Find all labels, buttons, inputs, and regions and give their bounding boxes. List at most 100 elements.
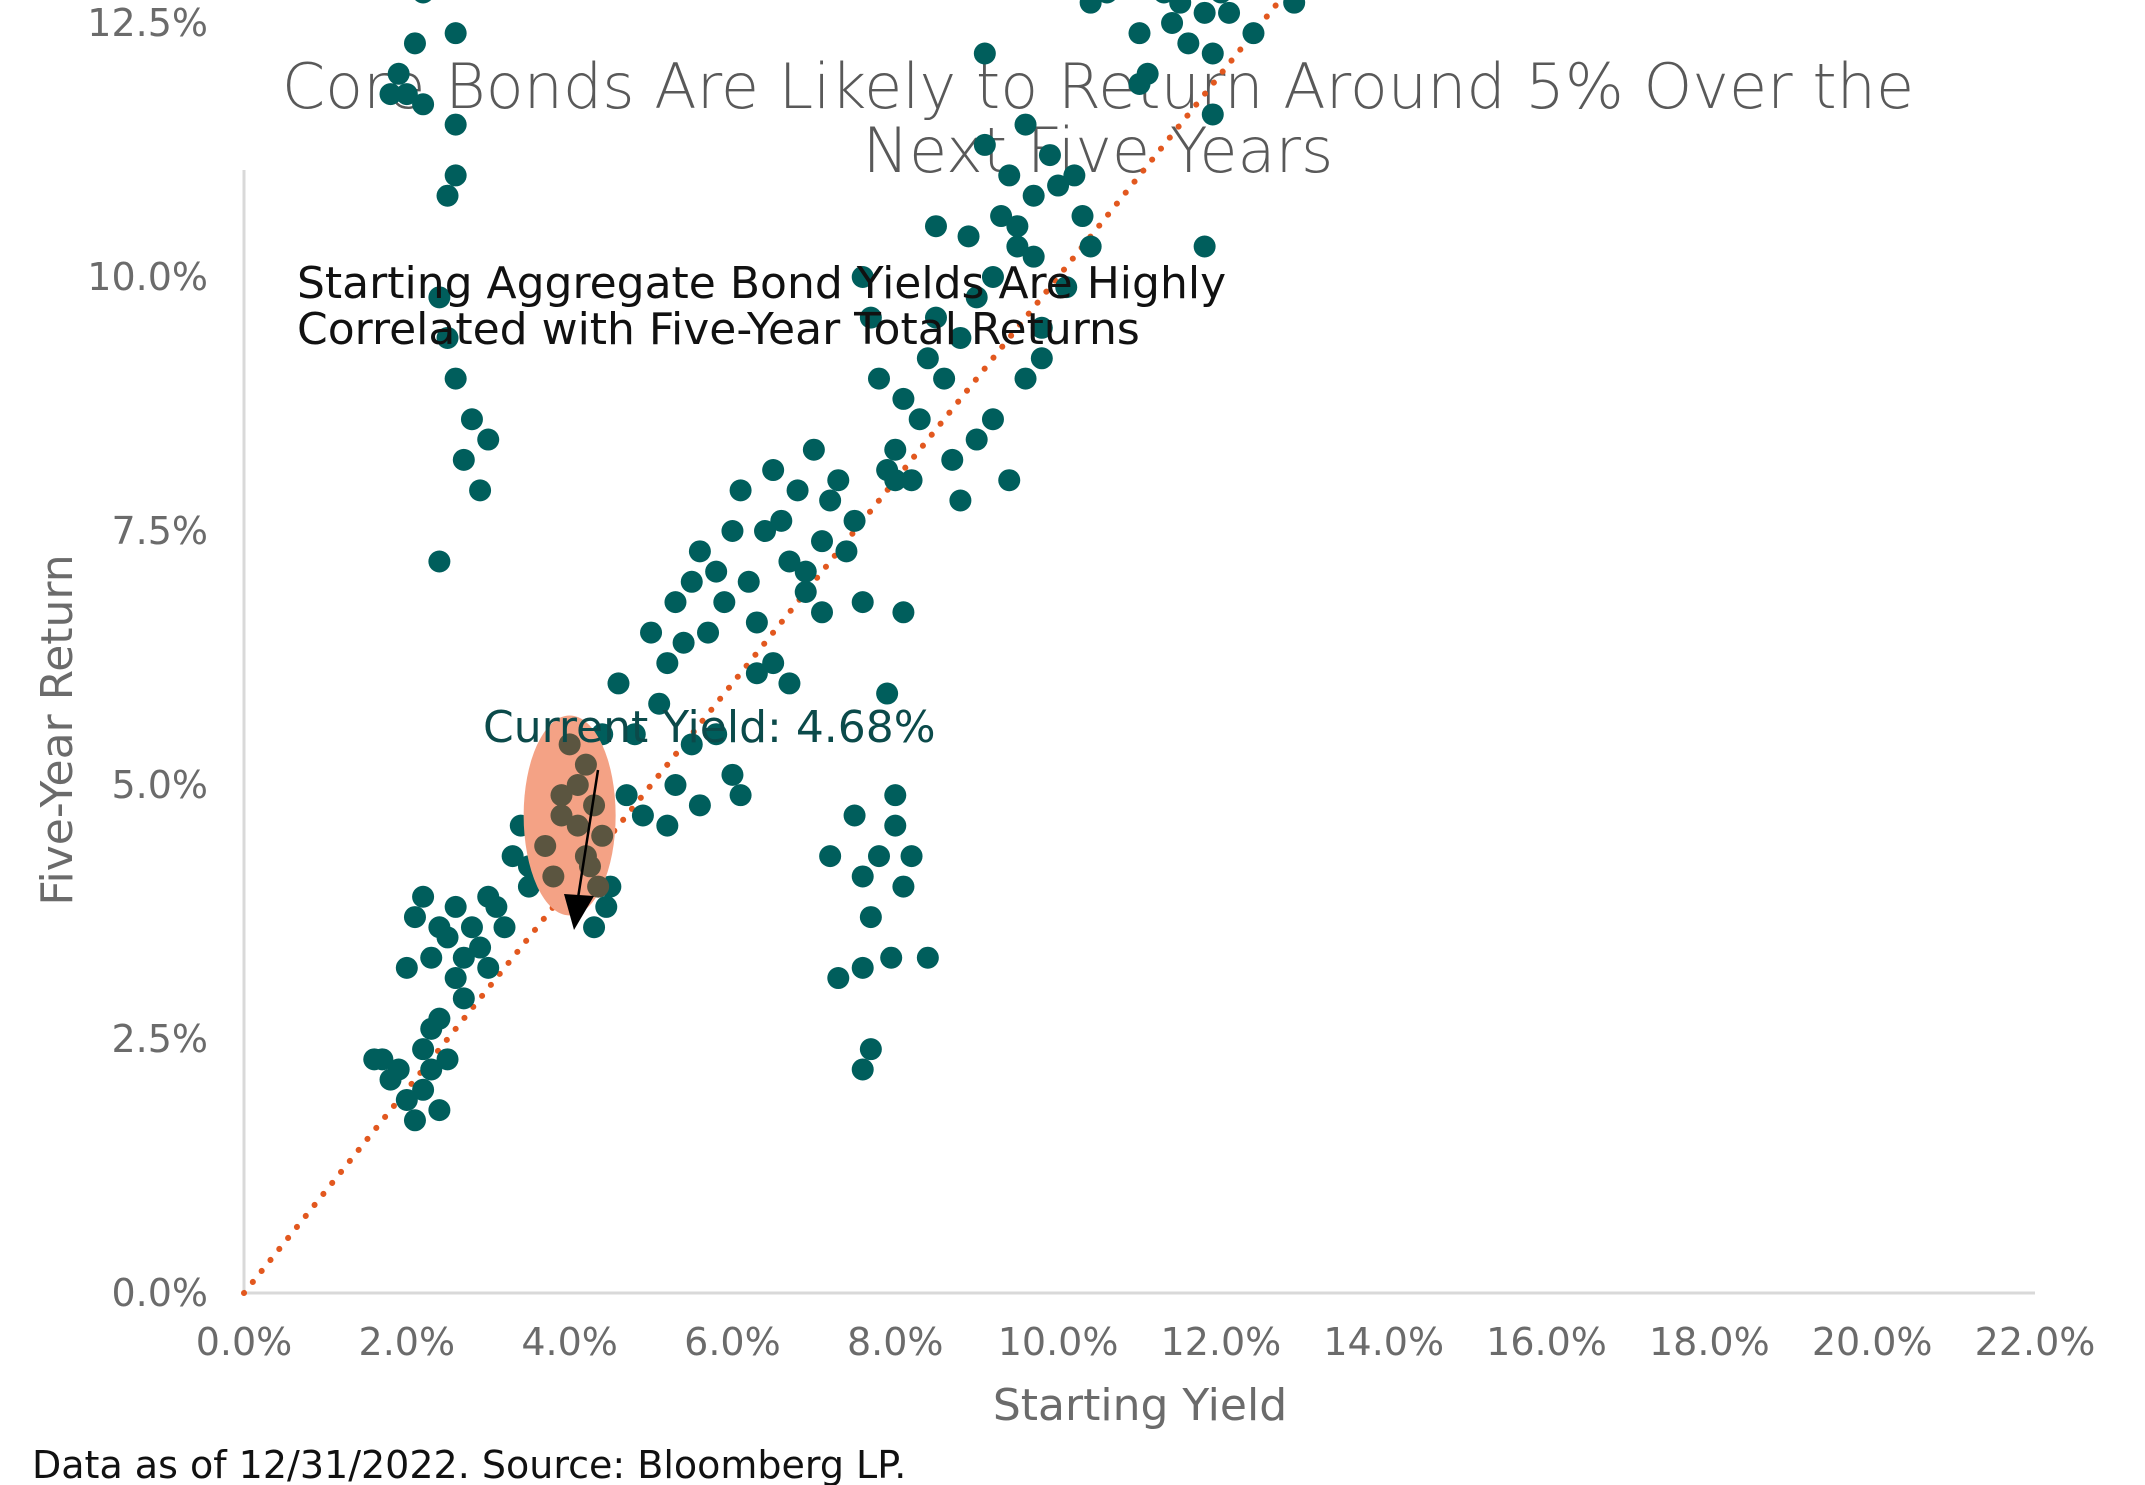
data-point [859, 306, 882, 329]
data-point [517, 875, 540, 898]
data-point [941, 448, 964, 471]
chart-title: Core Bonds Are Likely to Return Around 5… [282, 50, 1914, 187]
data-point [713, 591, 736, 614]
data-point [452, 946, 475, 969]
data-point [415, 0, 432, 4]
annotation-arrow-line [576, 769, 600, 899]
y-tick-label: 12.5% [87, 1, 208, 45]
data-point [428, 286, 451, 309]
data-point [403, 1109, 426, 1132]
data-point [1128, 22, 1151, 45]
data-point [933, 367, 956, 390]
x-tick-label: 22.0% [1975, 1320, 2096, 1364]
data-point [1201, 103, 1224, 126]
data-point [412, 93, 435, 116]
data-point [876, 682, 899, 705]
data-point [981, 408, 1004, 431]
chart-subtitle: Starting Aggregate Bond Yields Are Highl… [297, 258, 1226, 355]
data-point [843, 804, 866, 827]
data-point [1161, 12, 1184, 34]
data-point [1218, 1, 1241, 24]
data-point [1193, 1, 1216, 24]
data-point [721, 763, 744, 786]
data-point [811, 601, 834, 624]
data-point [1038, 144, 1061, 167]
y-axis-label: Five-Year Return [32, 554, 83, 905]
data-point [745, 662, 768, 685]
x-tick-label: 0.0% [196, 1320, 293, 1364]
data-point [688, 540, 711, 563]
data-point [477, 956, 500, 979]
data-point [965, 428, 988, 451]
data-point [444, 895, 467, 918]
data-point [1128, 72, 1151, 95]
axes [242, 170, 2035, 1295]
data-point [973, 133, 996, 156]
data-point [998, 469, 1021, 492]
chart-title-line-1: Core Bonds Are Likely to Return Around 5… [282, 50, 1914, 123]
data-point [851, 266, 874, 288]
y-tick-label: 2.5% [111, 1017, 208, 1061]
data-point [867, 367, 890, 390]
data-point [827, 469, 850, 492]
data-point [990, 205, 1013, 228]
data-point [794, 580, 817, 603]
data-point [1006, 215, 1029, 238]
y-tick-label: 7.5% [111, 509, 208, 553]
data-point [420, 1058, 443, 1081]
highlighted-point [558, 733, 581, 756]
data-point [444, 22, 467, 45]
data-point [1079, 0, 1102, 14]
data-point [819, 845, 842, 868]
data-point [737, 570, 760, 593]
data-point [786, 479, 809, 502]
data-point [1006, 235, 1029, 258]
highlighted-point [534, 834, 557, 857]
data-point [892, 601, 915, 624]
data-point [884, 438, 907, 461]
data-point [615, 784, 638, 807]
current-yield-label: Current Yield: 4.68% [483, 702, 936, 753]
data-point [412, 1038, 435, 1061]
highlighted-point [542, 865, 565, 888]
data-points [363, 0, 1306, 1132]
x-axis-label: Starting Yield [993, 1380, 1287, 1431]
highlighted-point [587, 875, 610, 898]
annotation-arrow-head [564, 894, 594, 930]
data-point [469, 479, 492, 502]
data-point [428, 550, 451, 573]
data-point [762, 459, 785, 482]
data-point [607, 672, 630, 695]
x-tick-labels: 0.0% 2.0% 4.0% 6.0% 8.0% 10.0% 12.0% 14.0% 16.0%… [196, 1320, 2096, 1364]
x-tick-label: 8.0% [847, 1320, 944, 1364]
data-point [949, 489, 972, 512]
data-point [900, 845, 923, 868]
data-point [867, 845, 890, 868]
data-point [436, 1048, 459, 1071]
data-point [745, 611, 768, 634]
data-point [705, 723, 728, 746]
data-point [444, 164, 467, 187]
data-point [794, 560, 817, 583]
data-point [387, 62, 410, 85]
data-point [981, 266, 1004, 288]
data-point [957, 225, 980, 248]
data-point [648, 692, 671, 715]
data-point [460, 916, 483, 939]
data-point [1030, 316, 1053, 339]
data-point [379, 83, 402, 106]
data-point [444, 367, 467, 390]
data-point [371, 1048, 394, 1071]
chart-subtitle-line-1: Starting Aggregate Bond Yields Are Highl… [297, 258, 1226, 309]
data-point [1055, 276, 1078, 299]
y-tick-label: 5.0% [111, 763, 208, 807]
data-point [444, 967, 467, 990]
x-tick-label: 4.0% [521, 1320, 618, 1364]
data-point [705, 560, 728, 583]
data-point [908, 408, 931, 431]
data-point [1071, 205, 1094, 228]
data-point [851, 865, 874, 888]
data-point [664, 774, 687, 796]
data-point [688, 794, 711, 817]
